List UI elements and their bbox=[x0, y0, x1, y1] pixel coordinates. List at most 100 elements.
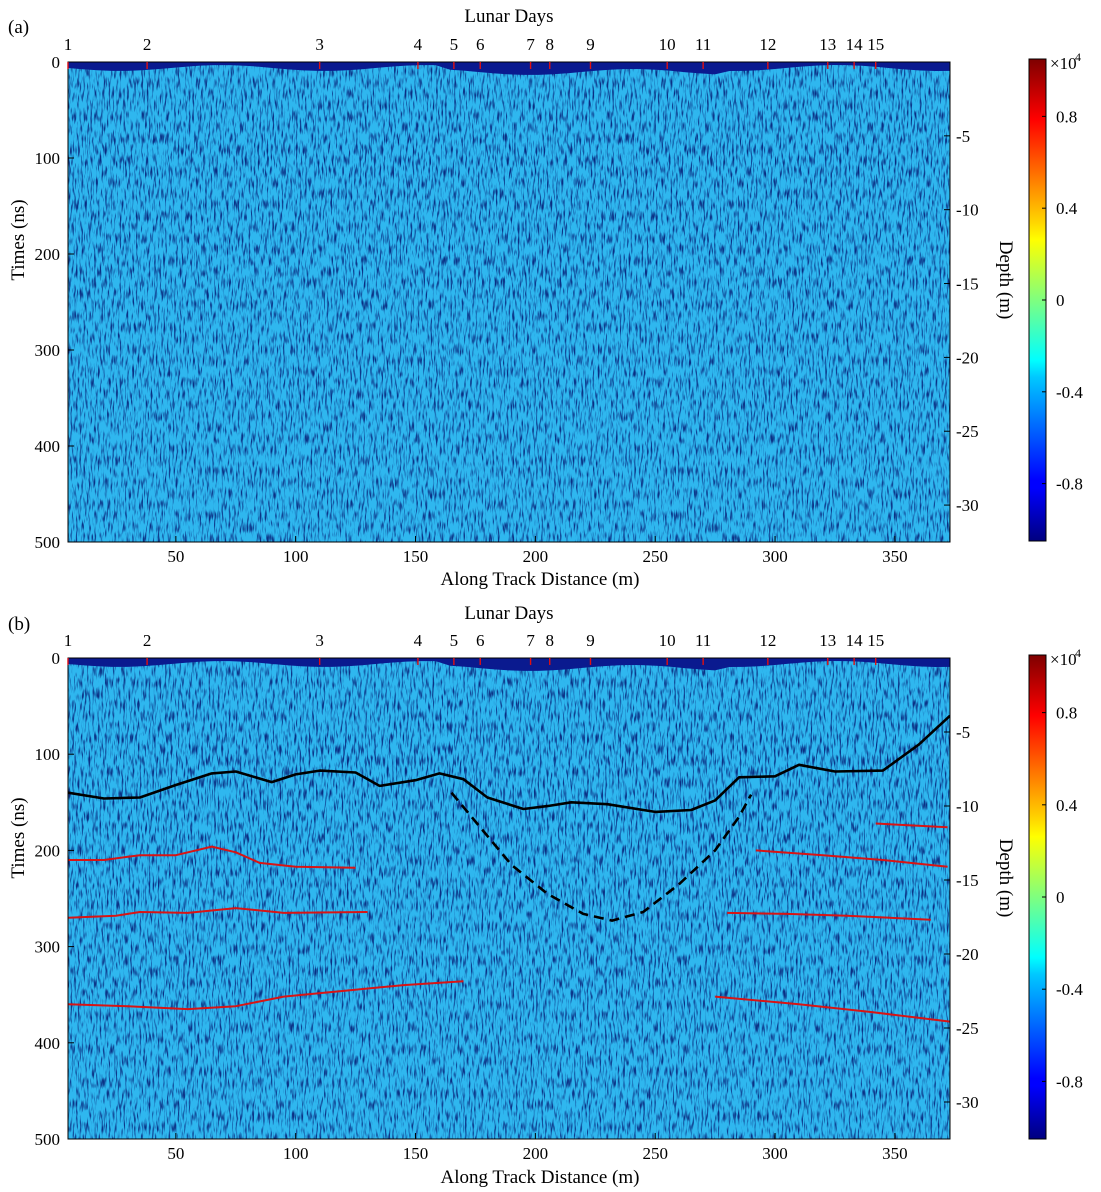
lunar-day-label: 2 bbox=[143, 631, 152, 650]
lunar-day-label: 14 bbox=[846, 631, 864, 650]
panel-b-label: (b) bbox=[8, 614, 30, 635]
y-tick-label: 200 bbox=[35, 841, 61, 860]
panel-b-top-axis-label: Lunar Days bbox=[464, 603, 553, 624]
panel-b-x-ticks: 50 100 150 200 250 300 350 bbox=[167, 1133, 908, 1163]
y-tick-label: 300 bbox=[35, 341, 61, 360]
panel-a-frame bbox=[67, 61, 951, 543]
lunar-day-label: 1 bbox=[64, 35, 73, 54]
lunar-day-label: 11 bbox=[695, 631, 711, 650]
colorbar-tick-label: -0.8 bbox=[1056, 475, 1083, 494]
lunar-day-label: 6 bbox=[476, 631, 485, 650]
lunar-day-label: 14 bbox=[846, 35, 864, 54]
panel-a-plot-area bbox=[68, 62, 950, 542]
panel-b-frame bbox=[67, 657, 951, 1140]
depth-tick-label: -15 bbox=[956, 275, 979, 294]
panel-a-top-axis-label: Lunar Days bbox=[464, 6, 553, 27]
colorbar-tick-label: 0.8 bbox=[1056, 107, 1077, 126]
lunar-day-label: 7 bbox=[526, 35, 535, 54]
depth-tick-label: -5 bbox=[956, 723, 970, 742]
panel-a: (a) Lunar Days 50 100 150 200 250 300 350 0100… bbox=[8, 6, 1083, 590]
panel-a-y-axis-label: Times (ns) bbox=[8, 199, 29, 280]
x-tick-label: 350 bbox=[882, 1144, 908, 1163]
colorbar-multiplier: ×10 bbox=[1050, 650, 1077, 669]
x-tick-label: 300 bbox=[762, 547, 788, 566]
panel-b-lunar-day-ticks: 1 2 3 4 5 6 7 8 9 10 11 12 13 14 15 bbox=[64, 631, 884, 665]
y-tick-label: 100 bbox=[35, 149, 61, 168]
depth-tick-label: -5 bbox=[956, 127, 970, 146]
depth-tick-label: -15 bbox=[956, 871, 979, 890]
lunar-day-label: 9 bbox=[586, 631, 595, 650]
panel-b-x-axis-label: Along Track Distance (m) bbox=[441, 1167, 640, 1188]
colorbar-tick-label: 0.4 bbox=[1056, 199, 1078, 218]
x-tick-label: 50 bbox=[167, 547, 184, 566]
horizon-line bbox=[450, 791, 753, 922]
horizon-line bbox=[875, 822, 948, 829]
scatter-band bbox=[68, 359, 950, 408]
panel-a-depth-axis-label: Depth (m) bbox=[995, 241, 1016, 320]
depth-tick-label: -10 bbox=[956, 797, 979, 816]
x-tick-label: 200 bbox=[523, 547, 549, 566]
y-tick-label: 500 bbox=[35, 1130, 61, 1149]
horizon-line bbox=[755, 849, 948, 868]
x-tick-label: 100 bbox=[283, 547, 309, 566]
lunar-day-label: 9 bbox=[586, 35, 595, 54]
scatter-band bbox=[68, 792, 950, 909]
panel-b: (b) Lunar Days 50 100 150 200 250 300 350 0 100… bbox=[8, 603, 1083, 1188]
panel-a-lunar-day-ticks: 1 2 3 4 5 6 7 8 9 10 11 12 13 14 15 bbox=[64, 35, 884, 69]
depth-tick-label: -30 bbox=[956, 1093, 979, 1112]
horizon-line bbox=[68, 907, 368, 919]
x-tick-label: 250 bbox=[642, 1144, 668, 1163]
lunar-day-label: 13 bbox=[819, 631, 836, 650]
depth-tick-label: -25 bbox=[956, 1019, 979, 1038]
horizon-line bbox=[727, 911, 931, 921]
y-tick-label: 0 bbox=[52, 53, 61, 72]
x-tick-label: 150 bbox=[403, 1144, 429, 1163]
depth-tick-label: -25 bbox=[956, 422, 979, 441]
panel-b-colorbar: 0.8 0.4 0 -0.4 -0.8 ×104 bbox=[1028, 646, 1083, 1140]
y-tick-label: 200 bbox=[35, 245, 61, 264]
panel-a-x-axis-label: Along Track Distance (m) bbox=[441, 569, 640, 590]
panel-b-y-axis-label: Times (ns) bbox=[8, 797, 29, 878]
scatter-band bbox=[68, 956, 950, 1005]
lunar-day-label: 11 bbox=[695, 35, 711, 54]
y-tick-label: 0 bbox=[52, 649, 61, 668]
panel-b-depth-ticks: -5 -10 -15 -20 -25 -30 bbox=[944, 723, 979, 1112]
y-tick-label: 400 bbox=[35, 1034, 61, 1053]
depth-tick-label: -10 bbox=[956, 201, 979, 220]
panel-b-depth-axis-label: Depth (m) bbox=[995, 839, 1016, 918]
panel-a-colorbar: 0.8 0.4 0 -0.4 -0.8 ×104 bbox=[1028, 50, 1083, 542]
panel-b-horizons bbox=[68, 714, 950, 1023]
colorbar-tick-label: -0.4 bbox=[1056, 383, 1083, 402]
colorbar-multiplier: ×10 bbox=[1050, 54, 1077, 73]
x-tick-label: 50 bbox=[167, 1144, 184, 1163]
x-tick-label: 150 bbox=[403, 547, 429, 566]
colorbar-tick-label: 0 bbox=[1056, 291, 1065, 310]
lunar-day-label: 12 bbox=[759, 35, 776, 54]
colorbar-tick-label: 0 bbox=[1056, 888, 1065, 907]
lunar-day-label: 5 bbox=[450, 35, 459, 54]
lunar-day-label: 1 bbox=[64, 631, 73, 650]
lunar-day-label: 13 bbox=[819, 35, 836, 54]
lunar-day-label: 4 bbox=[414, 35, 423, 54]
panel-a-depth-ticks: -5 -10 -15 -20 -25 -30 bbox=[944, 127, 979, 515]
y-tick-label: 500 bbox=[35, 533, 61, 552]
colorbar-tick-label: -0.8 bbox=[1056, 1072, 1083, 1091]
surface-band bbox=[68, 658, 950, 671]
y-tick-label: 400 bbox=[35, 437, 61, 456]
panel-b-y-ticks: 0 100 200 300 400 500 bbox=[35, 649, 74, 1149]
lunar-day-label: 15 bbox=[867, 631, 884, 650]
colorbar-exponent: 4 bbox=[1075, 50, 1081, 64]
lunar-day-label: 10 bbox=[659, 35, 676, 54]
panel-b-plot-area bbox=[68, 658, 950, 1139]
lunar-day-label: 3 bbox=[315, 631, 324, 650]
lunar-day-label: 12 bbox=[759, 631, 776, 650]
scatter-band bbox=[68, 196, 950, 312]
lunar-day-label: 6 bbox=[476, 35, 485, 54]
lunar-day-label: 2 bbox=[143, 35, 152, 54]
y-tick-label: 100 bbox=[35, 745, 61, 764]
colorbar-exponent: 4 bbox=[1075, 646, 1081, 660]
horizon-line bbox=[68, 845, 356, 869]
depth-tick-label: -30 bbox=[956, 496, 979, 515]
lunar-day-label: 7 bbox=[526, 631, 535, 650]
